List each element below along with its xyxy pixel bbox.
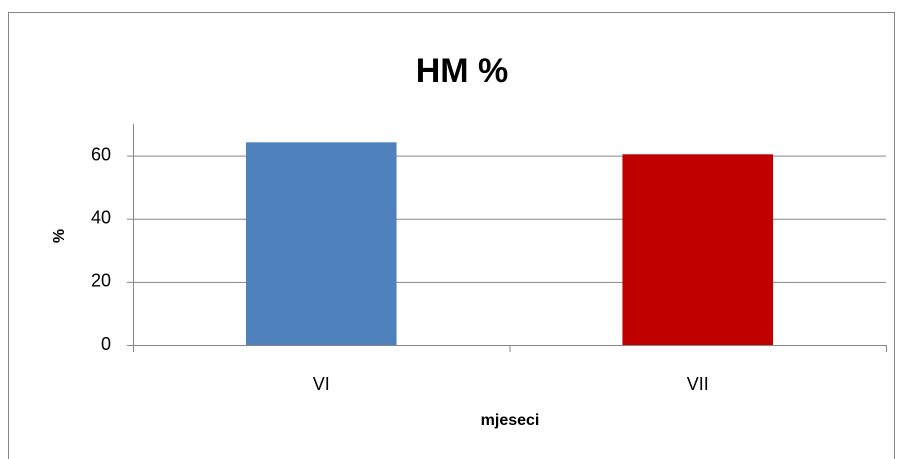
chart-title: HM %	[416, 52, 509, 90]
y-tick-label: 60	[91, 144, 111, 164]
y-tick-label: 0	[101, 334, 111, 354]
x-tick-label: VI	[313, 374, 330, 394]
bar	[622, 154, 774, 345]
y-tick-label: 20	[91, 271, 111, 291]
x-tick-label: VII	[687, 374, 709, 394]
x-axis-label: mjeseci	[481, 412, 540, 429]
y-axis-label: %	[51, 229, 68, 243]
y-tick-label: 40	[91, 207, 111, 227]
bar	[245, 142, 397, 345]
